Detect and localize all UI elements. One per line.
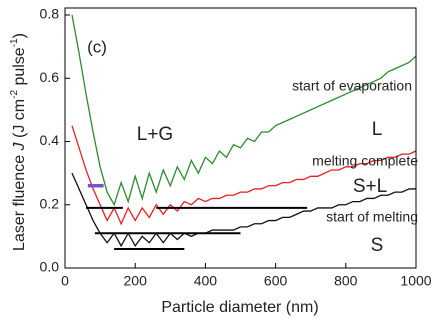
- y-label-part: -2: [9, 90, 20, 99]
- annotation: S: [371, 235, 384, 256]
- y-label-part: (J cm: [11, 99, 28, 143]
- x-axis-label: Particle diameter (nm): [161, 299, 318, 316]
- x-tick-label: 200: [124, 273, 148, 289]
- annotation: start of melting: [326, 209, 418, 225]
- y-label-part: J: [11, 141, 28, 151]
- annotation: L: [372, 119, 383, 140]
- annotation: S+L: [353, 176, 387, 197]
- y-tick-label: 0.2: [40, 195, 60, 211]
- y-label-part: Laser fluence: [11, 150, 28, 251]
- x-tick-label: 1000: [400, 273, 431, 289]
- annotation: melting complete: [312, 153, 418, 169]
- x-tick-label: 800: [334, 273, 358, 289]
- series-line: [71, 172, 416, 248]
- x-tick-label: 0: [61, 273, 69, 289]
- series-line: [71, 125, 417, 226]
- x-tick-label: 600: [264, 273, 288, 289]
- y-label-part: ): [11, 33, 28, 38]
- x-tick-label: 400: [194, 273, 218, 289]
- y-axis-label: Laser fluence J (J cm-2 pulse-1): [9, 33, 29, 251]
- y-tick-label: 0.4: [40, 132, 60, 148]
- series-line: [71, 14, 417, 207]
- y-tick-label: 0.0: [40, 259, 60, 275]
- annotation: start of evaporation: [292, 78, 412, 94]
- annotation: L+G: [137, 124, 173, 145]
- annotation: (c): [87, 37, 107, 56]
- y-label-part: pulse: [11, 47, 28, 90]
- y-tick-label: 0.8: [40, 6, 60, 22]
- plot-frame: [64, 7, 417, 269]
- y-tick-label: 0.6: [40, 69, 60, 85]
- y-label-part: -1: [9, 38, 20, 47]
